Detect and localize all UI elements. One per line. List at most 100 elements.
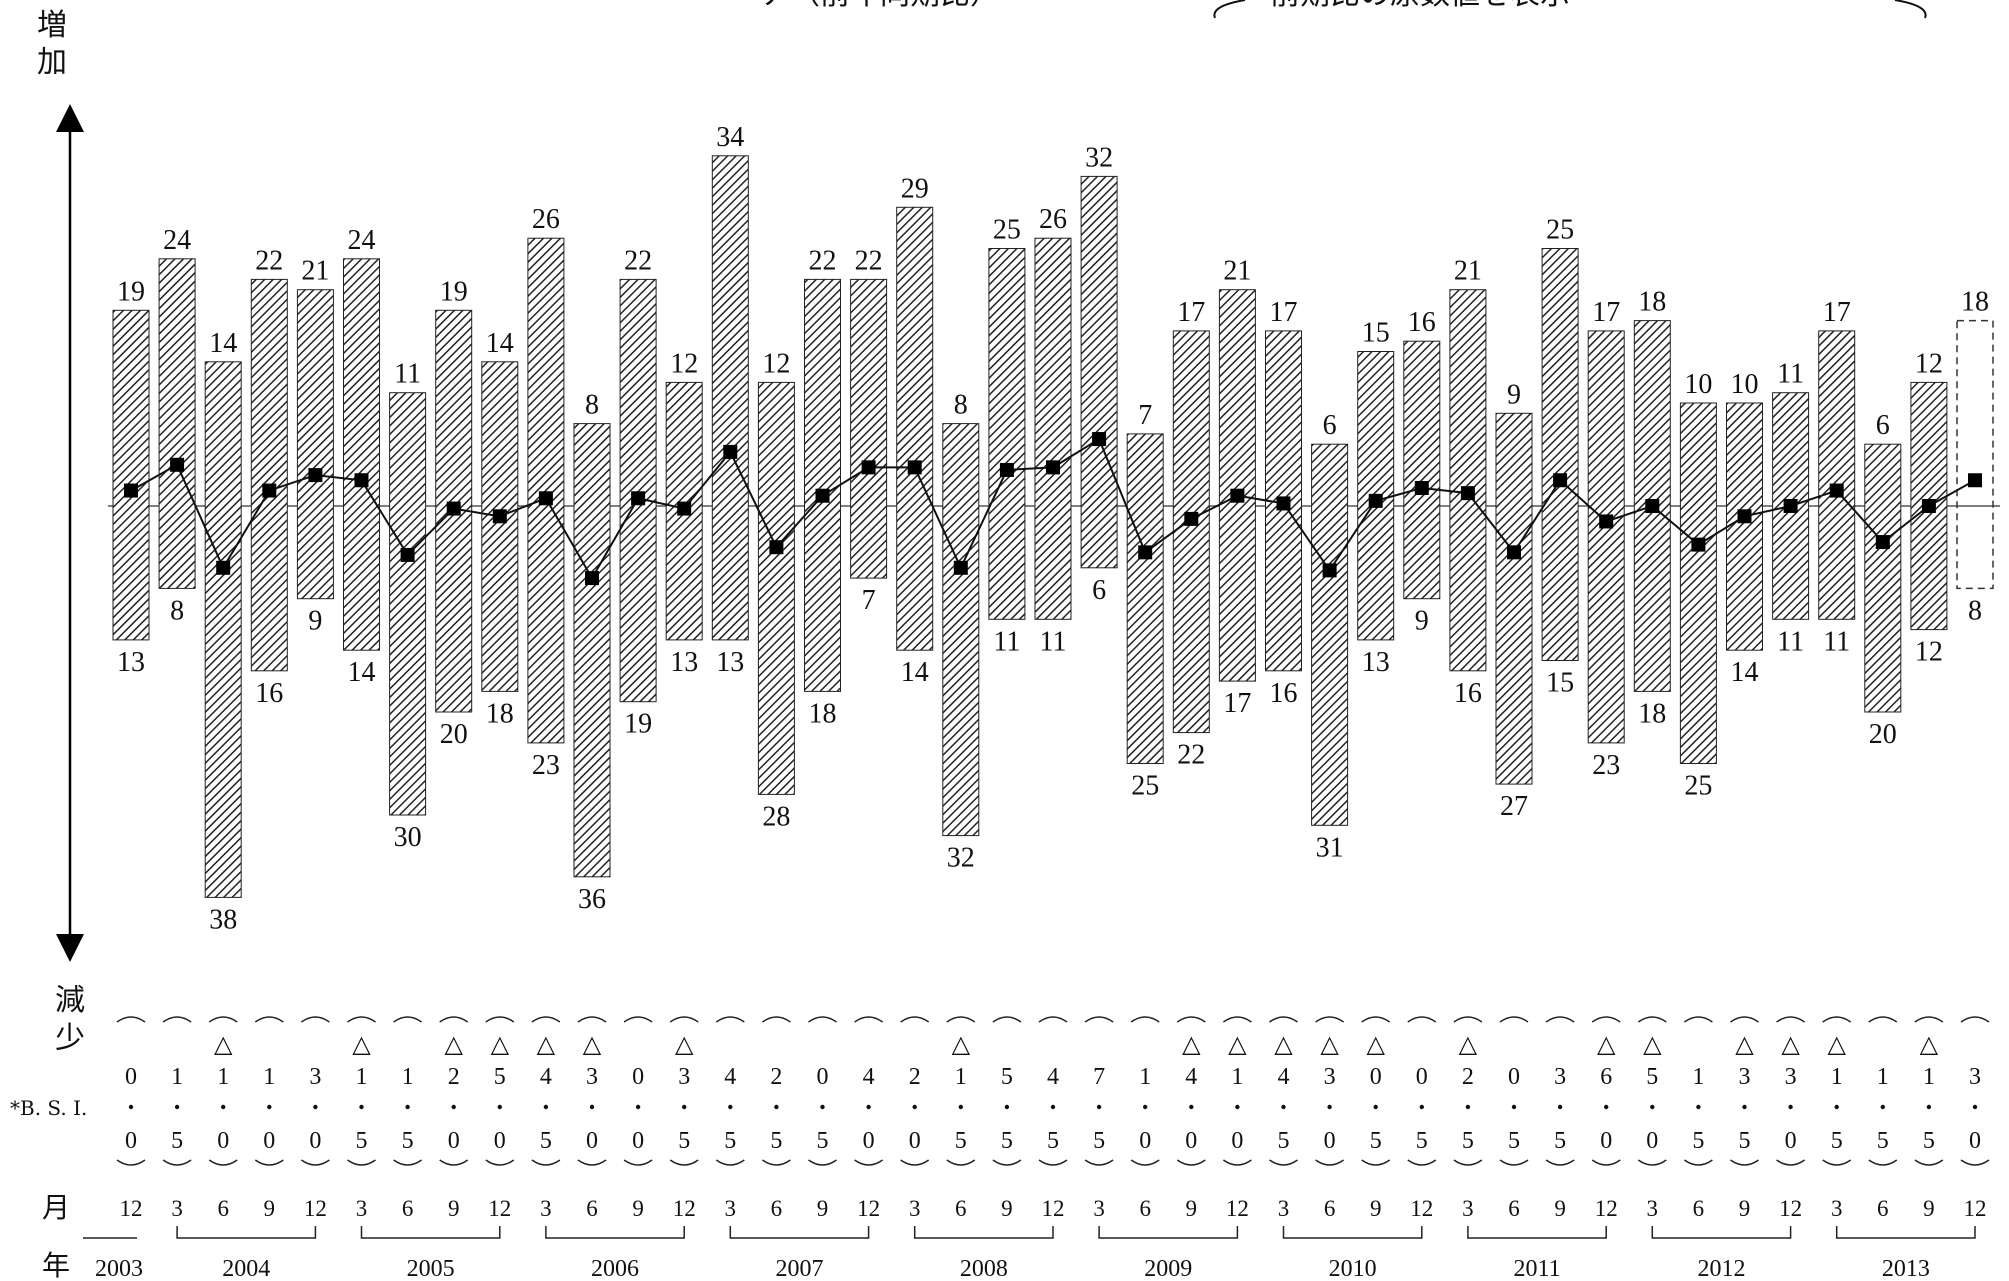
bsi-decimal-digit: 5 — [1462, 1128, 1474, 1154]
bsi-marker — [585, 571, 599, 586]
bsi-marker — [1507, 545, 1521, 560]
bsi-negative-sign: △ — [952, 1032, 971, 1058]
bar — [1034, 237, 1072, 620]
increase-value-label: 21 — [1454, 256, 1482, 287]
year-bracket — [1651, 1226, 1792, 1239]
bsi-integer-digit: 2 — [448, 1064, 460, 1090]
bsi-bracket-top — [808, 1016, 837, 1023]
bsi-marker — [1691, 537, 1706, 552]
month-row-label: 月 — [42, 1193, 70, 1224]
bsi-decimal-point — [1742, 1104, 1747, 1110]
bsi-decimal-digit: 5 — [1047, 1128, 1059, 1154]
increase-value-label: 24 — [163, 225, 191, 256]
bsi-bracket-bottom — [669, 1159, 699, 1166]
bsi-bracket-bottom — [439, 1159, 469, 1166]
bsi-marker — [1553, 473, 1568, 488]
bsi-decimal-point — [359, 1104, 364, 1110]
year-bracket — [1467, 1226, 1607, 1239]
bsi-marker — [1184, 511, 1199, 526]
bsi-decimal-digit: 0 — [448, 1128, 460, 1154]
bsi-marker — [953, 560, 968, 575]
bsi-marker — [1737, 509, 1752, 524]
bsi-values-group: 0 0 1 5 △ 1 0 1 0 3 0 △ 1 5 1 5 △ 2 0 △ 5 0 △ 4 5 △ 3 0 0 0 △ 3 5 4 5 2 5 0 5 4… — [116, 1016, 1990, 1166]
decrease-value-label: 20 — [1869, 719, 1897, 750]
increase-value-label: 25 — [993, 215, 1021, 246]
bsi-decimal-digit: 0 — [632, 1128, 644, 1154]
bsi-bracket-bottom — [946, 1159, 976, 1166]
bsi-integer-digit: 1 — [1231, 1064, 1243, 1090]
bsi-negative-sign: △ — [1459, 1032, 1478, 1058]
month-tick-label: 9 — [448, 1196, 460, 1221]
bsi-bracket-bottom — [1361, 1159, 1391, 1166]
increase-value-label: 12 — [670, 348, 698, 379]
bar — [850, 278, 888, 579]
decrease-value-label: 16 — [255, 678, 283, 709]
bsi-bracket-top — [1545, 1016, 1575, 1023]
year-bracket — [1282, 1226, 1423, 1239]
decrease-value-label: 23 — [1592, 750, 1620, 781]
decrease-value-label: 15 — [1546, 668, 1574, 699]
bsi-bracket-bottom — [900, 1159, 930, 1166]
bsi-integer-digit: 3 — [309, 1064, 321, 1090]
increase-value-label: 17 — [1823, 297, 1851, 328]
bsi-marker — [1783, 499, 1798, 513]
month-tick-label: 9 — [817, 1196, 829, 1221]
bar — [158, 258, 196, 589]
month-tick-label: 6 — [771, 1196, 783, 1221]
bsi-decimal-point — [1465, 1104, 1471, 1110]
bsi-bracket-top — [1361, 1016, 1391, 1023]
bsi-bracket-bottom — [208, 1159, 238, 1166]
bsi-decimal-digit: 0 — [1139, 1128, 1151, 1154]
bsi-decimal-point — [1373, 1104, 1378, 1110]
bsi-line-group — [124, 432, 1982, 586]
month-tick-label: 3 — [1278, 1196, 1290, 1221]
bsi-bracket-bottom — [300, 1159, 330, 1166]
year-label: 2004 — [222, 1256, 270, 1281]
bsi-integer-digit: 6 — [1600, 1064, 1612, 1090]
bsi-decimal-point — [1880, 1104, 1886, 1110]
bar — [1726, 402, 1763, 651]
bsi-decimal-digit: 5 — [1877, 1128, 1889, 1154]
bsi-integer-digit: 3 — [1739, 1064, 1751, 1090]
bsi-decimal-point — [1096, 1104, 1102, 1110]
bsi-decimal-digit: 5 — [1001, 1128, 1013, 1154]
bsi-decimal-digit: 5 — [770, 1128, 782, 1154]
increase-value-label: 22 — [624, 245, 652, 276]
bsi-integer-digit: 1 — [356, 1064, 368, 1090]
bar — [250, 278, 288, 672]
bsi-integer-digit: 2 — [1462, 1064, 1474, 1090]
bsi-marker — [400, 547, 415, 562]
bsi-bracket-bottom — [623, 1159, 653, 1166]
bsi-bracket-bottom — [254, 1159, 284, 1166]
bsi-bracket-top — [485, 1016, 515, 1023]
bsi-decimal-digit: 5 — [1093, 1128, 1105, 1154]
bar — [1587, 330, 1625, 744]
year-label: 2013 — [1882, 1256, 1930, 1281]
bsi-bracket-bottom — [1591, 1159, 1621, 1166]
bsi-decimal-point — [1788, 1104, 1793, 1110]
month-tick-label: 9 — [1001, 1196, 1013, 1221]
increase-value-label: 32 — [1085, 142, 1113, 173]
bar — [619, 278, 657, 703]
bsi-negative-sign: △ — [1597, 1032, 1616, 1058]
decrease-label-char-1: 減 — [55, 984, 85, 1017]
increase-value-label: 22 — [855, 245, 883, 276]
bsi-bracket-bottom — [393, 1159, 423, 1166]
bsi-negative-sign: △ — [1827, 1032, 1846, 1058]
bsi-bracket-top — [854, 1016, 884, 1023]
bsi-integer-digit: 5 — [1646, 1064, 1658, 1090]
bsi-marker — [1138, 545, 1153, 560]
bsi-decimal-digit: 5 — [724, 1128, 736, 1154]
bsi-decimal-digit: 5 — [171, 1128, 183, 1154]
month-tick-label: 3 — [540, 1196, 552, 1221]
bsi-negative-sign: △ — [1735, 1032, 1754, 1058]
decrease-value-label: 23 — [532, 750, 560, 781]
bsi-decimal-digit: 0 — [125, 1128, 137, 1154]
bar — [343, 258, 380, 651]
month-tick-label: 9 — [632, 1196, 644, 1221]
bsi-integer-digit: 4 — [1047, 1064, 1059, 1090]
decrease-value-label: 25 — [1131, 771, 1159, 802]
bsi-decimal-point — [543, 1104, 549, 1110]
bsi-decimal-point — [820, 1104, 825, 1110]
